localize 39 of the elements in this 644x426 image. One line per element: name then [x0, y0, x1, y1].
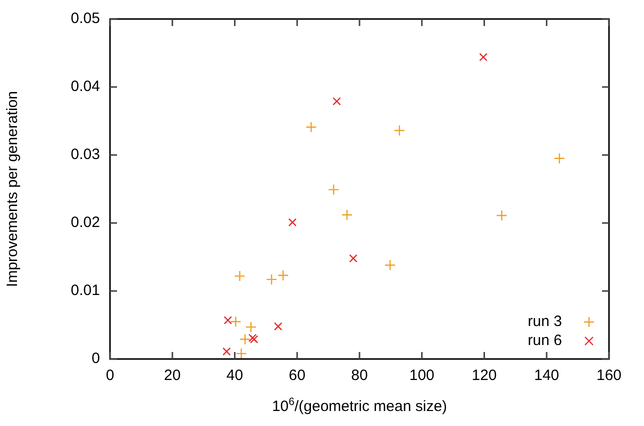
x-tick-label: 20: [164, 367, 181, 384]
point: [277, 270, 289, 281]
point: [496, 210, 508, 222]
point: [341, 209, 353, 220]
point: [394, 124, 406, 136]
x-tick-label: 120: [472, 367, 497, 384]
point: [266, 274, 278, 286]
point: [328, 184, 340, 196]
point: [224, 316, 232, 324]
legend-label: run 3: [528, 313, 562, 330]
y-tick-label: 0.02: [70, 214, 100, 232]
point: [288, 218, 297, 226]
y-axis-title: Improvements per generation: [4, 91, 22, 287]
point: [236, 348, 247, 359]
x-tick-label: 160: [596, 367, 622, 384]
point: [479, 52, 488, 62]
x-tick-label: 100: [409, 367, 434, 384]
legend-label: run 6: [528, 332, 562, 350]
point: [554, 152, 566, 164]
y-tick-label: 0.01: [70, 282, 100, 300]
x-tick-label: 80: [351, 367, 368, 384]
point: [230, 316, 242, 328]
x-tick-label: 60: [288, 367, 306, 384]
point: [349, 254, 358, 262]
point: [245, 321, 257, 333]
point: [234, 270, 246, 282]
y-tick-label: 0.05: [70, 10, 100, 28]
point: [332, 97, 341, 106]
x-tick-label: 140: [534, 367, 560, 384]
point: [239, 334, 251, 345]
y-tick-label: 0.04: [70, 78, 100, 96]
point: [222, 347, 231, 356]
y-tick-label: 0.03: [70, 146, 100, 164]
x-tick-label: 0: [106, 367, 114, 384]
point: [384, 260, 396, 271]
point: [274, 322, 282, 330]
y-tick-label: 0: [92, 350, 100, 368]
point: [306, 122, 317, 133]
x-tick-label: 40: [226, 367, 244, 384]
